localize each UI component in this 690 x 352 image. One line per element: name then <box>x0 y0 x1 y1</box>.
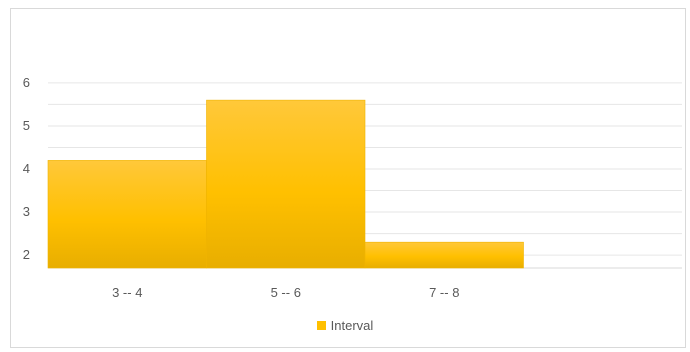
x-axis-ticks: 3 -- 4 5 -- 6 7 -- 8 <box>112 285 459 300</box>
y-tick-label: 3 <box>23 204 30 219</box>
legend: Interval <box>0 318 690 333</box>
y-tick-label: 4 <box>23 161 30 176</box>
bars <box>47 99 524 269</box>
y-tick-label: 6 <box>23 75 30 90</box>
bar-2 <box>206 99 366 269</box>
y-axis-ticks: 2 3 4 5 6 <box>23 75 30 262</box>
x-tick-label: 7 -- 8 <box>429 285 459 300</box>
bar-3 <box>364 241 524 269</box>
y-tick-label: 2 <box>23 247 30 262</box>
y-tick-label: 5 <box>23 118 30 133</box>
x-tick-label: 3 -- 4 <box>112 285 142 300</box>
bar-1 <box>47 160 207 269</box>
x-tick-label: 5 -- 6 <box>271 285 301 300</box>
legend-label: Interval <box>330 318 374 333</box>
legend-swatch <box>316 321 326 330</box>
